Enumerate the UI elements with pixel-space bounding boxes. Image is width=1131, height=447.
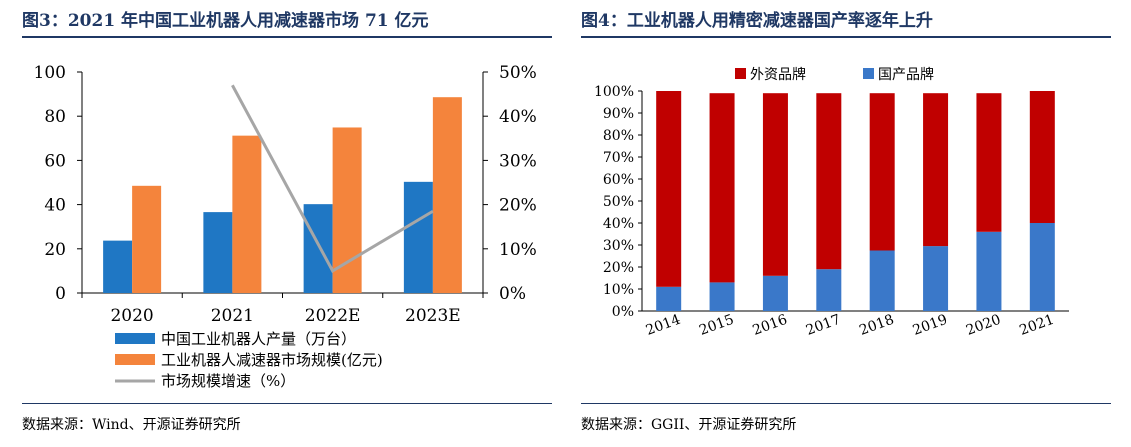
bar-domestic (976, 231, 1002, 311)
bar-foreign (762, 93, 788, 276)
y-tick-label: 60 (44, 151, 66, 171)
growth-line (231, 84, 434, 273)
right-source-note: 数据来源：GGII、开源证券研究所 (581, 417, 797, 433)
y-tick-label: 20% (603, 260, 634, 276)
x-tick-label: 2020 (964, 312, 1003, 339)
bar-market-size (432, 97, 462, 293)
y2-tick-label: 0% (499, 284, 526, 304)
legend-label: 市场规模增速（%） (161, 372, 295, 390)
y2-tick-label: 30% (499, 151, 537, 171)
y-tick-label: 0 (55, 284, 66, 304)
left-title-rule (22, 36, 552, 38)
right-chart-title: 图4：工业机器人用精密减速器国产率逐年上升 (581, 11, 933, 31)
x-tick-label: 2021 (211, 306, 254, 326)
y-tick-label: 40 (44, 196, 66, 216)
legend-label: 外资品牌 (750, 66, 806, 83)
bar-domestic (923, 246, 949, 311)
y-tick-label: 100% (594, 84, 634, 100)
right-chart: 0% 10% 20% 30% 40% 50% 60% 70% 80% 90% 100% 2014 201… (594, 66, 1069, 339)
bar-foreign (869, 93, 895, 251)
legend-swatch (115, 333, 155, 344)
legend-label: 国产品牌 (878, 66, 934, 83)
bar-domestic (762, 275, 788, 311)
legend-label: 中国工业机器人产量（万台） (161, 330, 356, 348)
bar-domestic (1029, 223, 1055, 311)
y-tick-label: 30% (603, 238, 634, 254)
bar-production (203, 212, 233, 293)
left-source-rule (22, 403, 552, 404)
y-tick-label: 70% (603, 150, 634, 166)
bar-domestic (709, 282, 735, 311)
bar-production (403, 181, 433, 293)
legend-swatch (863, 68, 874, 79)
x-tick-label: 2023E (405, 306, 461, 326)
x-tick-label: 2020 (110, 306, 153, 326)
bar-market-size (132, 185, 162, 293)
y2-tick-label: 10% (499, 240, 537, 260)
y-tick-label: 20 (44, 240, 66, 260)
bar-production (303, 204, 333, 293)
left-source-note: 数据来源：Wind、开源证券研究所 (22, 417, 241, 433)
x-tick-label: 2015 (697, 312, 736, 339)
bar-domestic (816, 269, 842, 311)
bar-foreign (709, 93, 735, 283)
y-tick-label: 40% (603, 216, 634, 232)
legend-label: 工业机器人减速器市场规模(亿元) (161, 351, 383, 369)
left-chart: 0 20 40 60 80 100 0% 10% 20% 30% 40% 50% 2020 2021 202… (34, 63, 537, 390)
bar-domestic (869, 250, 895, 311)
bar-foreign (1029, 91, 1055, 223)
y-tick-label: 100 (34, 63, 66, 83)
right-source-rule (581, 403, 1111, 404)
y-tick-label: 90% (603, 106, 634, 122)
left-chart-title: 图3：2021 年中国工业机器人用减速器市场 71 亿元 (22, 11, 429, 31)
y-tick-label: 0% (612, 304, 634, 320)
y-tick-label: 60% (603, 172, 634, 188)
y2-tick-label: 40% (499, 107, 537, 127)
x-tick-label: 2016 (751, 312, 790, 339)
legend-swatch (115, 354, 155, 365)
x-tick-label: 2014 (644, 312, 683, 339)
bar-foreign (816, 93, 842, 270)
y-tick-label: 80% (603, 128, 634, 144)
x-tick-label: 2018 (857, 312, 896, 339)
x-tick-label: 2019 (911, 312, 950, 339)
right-title-rule (581, 36, 1111, 38)
bar-foreign (923, 93, 949, 247)
x-tick-label: 2022E (305, 306, 361, 326)
x-tick-label: 2017 (804, 312, 843, 339)
x-tick-label: 2021 (1017, 312, 1056, 339)
y-tick-label: 80 (44, 107, 66, 127)
y-tick-label: 50% (603, 194, 634, 210)
bar-foreign (976, 93, 1002, 232)
y2-tick-label: 20% (499, 196, 537, 216)
y2-tick-label: 50% (499, 63, 537, 83)
bar-foreign (656, 91, 682, 287)
y-tick-label: 10% (603, 282, 634, 298)
bar-domestic (656, 286, 682, 311)
bar-production (103, 240, 133, 293)
bar-market-size (332, 127, 362, 293)
legend-swatch (735, 68, 746, 79)
bar-market-size (232, 135, 262, 293)
